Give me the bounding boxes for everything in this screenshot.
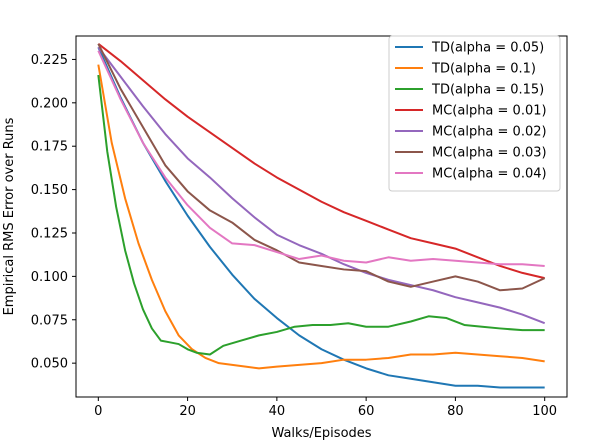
series-line-5 xyxy=(97,46,546,325)
y-axis-ticks: 0.050 0.075 0.100 0.125 0.150 0.175 0.200 0.225 xyxy=(31,53,76,372)
y-tick-label: 0.150 xyxy=(31,183,68,198)
x-tick-label: 0 xyxy=(94,404,102,419)
y-axis-label: Empirical RMS Error over Runs xyxy=(2,117,17,315)
series-line-7 xyxy=(97,50,545,267)
y-tick-label: 0.075 xyxy=(31,313,68,328)
x-tick-label: 20 xyxy=(179,404,196,419)
legend-label: MC(alpha = 0.04) xyxy=(432,167,547,182)
legend: TD(alpha = 0.05) TD(alpha = 0.1) TD(alpha … xyxy=(388,35,561,192)
series-line-2 xyxy=(97,64,545,370)
plot-frame xyxy=(75,35,568,398)
series-line-6 xyxy=(97,43,546,292)
x-tick-label: 40 xyxy=(269,404,286,419)
series-layer xyxy=(97,43,546,389)
legend-label: TD(alpha = 0.15) xyxy=(431,83,544,98)
series-line-4 xyxy=(97,43,545,280)
y-tick-label: 0.125 xyxy=(31,226,68,241)
legend-label: TD(alpha = 0.1) xyxy=(431,62,536,77)
legend-label: MC(alpha = 0.02) xyxy=(432,125,547,140)
y-tick-label: 0.175 xyxy=(31,140,68,155)
legend-label: TD(alpha = 0.05) xyxy=(431,41,544,56)
y-tick-label: 0.100 xyxy=(31,270,68,285)
x-tick-label: 60 xyxy=(358,404,375,419)
legend-label: MC(alpha = 0.01) xyxy=(432,104,547,119)
x-tick-label: 80 xyxy=(447,404,464,419)
series-line-3 xyxy=(97,74,545,356)
y-tick-label: 0.200 xyxy=(31,96,68,111)
legend-label: MC(alpha = 0.03) xyxy=(432,146,547,161)
legend-box xyxy=(388,35,561,192)
y-tick-label: 0.225 xyxy=(31,53,68,68)
y-tick-label: 0.050 xyxy=(31,357,68,372)
series-line-1 xyxy=(97,46,545,389)
x-axis-label: Walks/Episodes xyxy=(271,426,371,441)
x-axis-ticks: 0 20 40 60 80 100 xyxy=(94,397,557,419)
x-tick-label: 100 xyxy=(532,404,557,419)
